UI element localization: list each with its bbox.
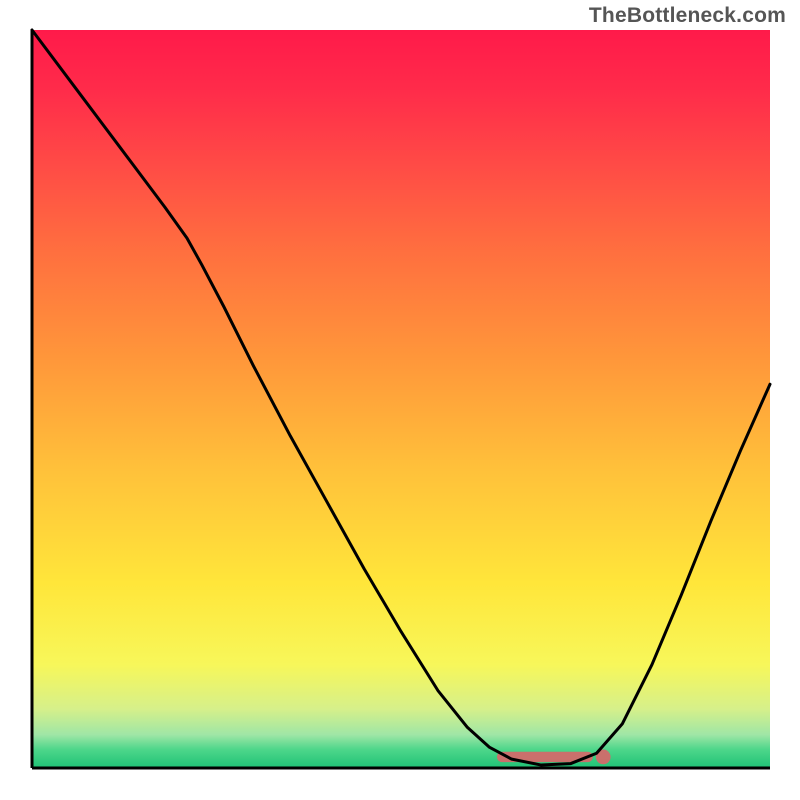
- plot-background: [32, 30, 770, 768]
- bottleneck-chart: [0, 0, 800, 800]
- watermark-text: TheBottleneck.com: [589, 4, 786, 28]
- chart-root: TheBottleneck.com: [0, 0, 800, 800]
